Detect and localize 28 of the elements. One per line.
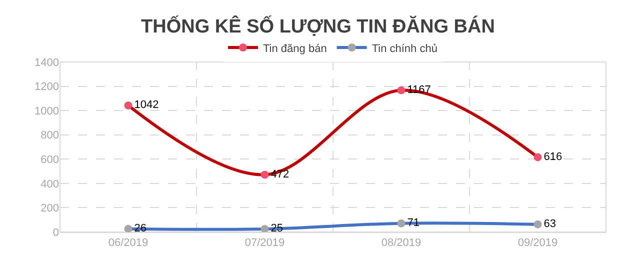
y-tick-label: 600	[40, 154, 59, 166]
y-tick-label: 1200	[34, 81, 59, 94]
point	[124, 224, 132, 233]
chart-title: THỐNG KÊ SỐ LƯỢNG TIN ĐĂNG BÁN	[141, 14, 495, 38]
data-label: 26	[134, 222, 146, 235]
y-tick-label: 1400	[34, 56, 59, 69]
y-tick-label: 1000	[34, 105, 59, 118]
data-label: 71	[407, 217, 420, 230]
point	[534, 220, 542, 228]
point	[260, 224, 269, 233]
legend-label: Tin đăng bán	[263, 42, 327, 55]
y-tick-label: 0	[52, 226, 59, 239]
x-tick-label: 09/2019	[518, 237, 558, 250]
data-label: 63	[544, 218, 556, 230]
y-tick-label: 200	[40, 202, 59, 215]
data-label: 616	[544, 150, 562, 163]
x-tick-label: 06/2019	[108, 237, 148, 250]
point	[534, 153, 542, 162]
point	[260, 170, 269, 179]
x-tick-label: 07/2019	[244, 237, 285, 250]
point	[397, 219, 406, 228]
point	[124, 101, 132, 110]
legend-label: Tin chính chủ	[372, 42, 438, 55]
point	[397, 86, 406, 94]
x-tick-label: 08/2019	[381, 237, 422, 250]
data-label: 1042	[134, 99, 159, 112]
y-tick-label: 400	[40, 178, 59, 190]
y-tick-label: 800	[40, 130, 59, 142]
